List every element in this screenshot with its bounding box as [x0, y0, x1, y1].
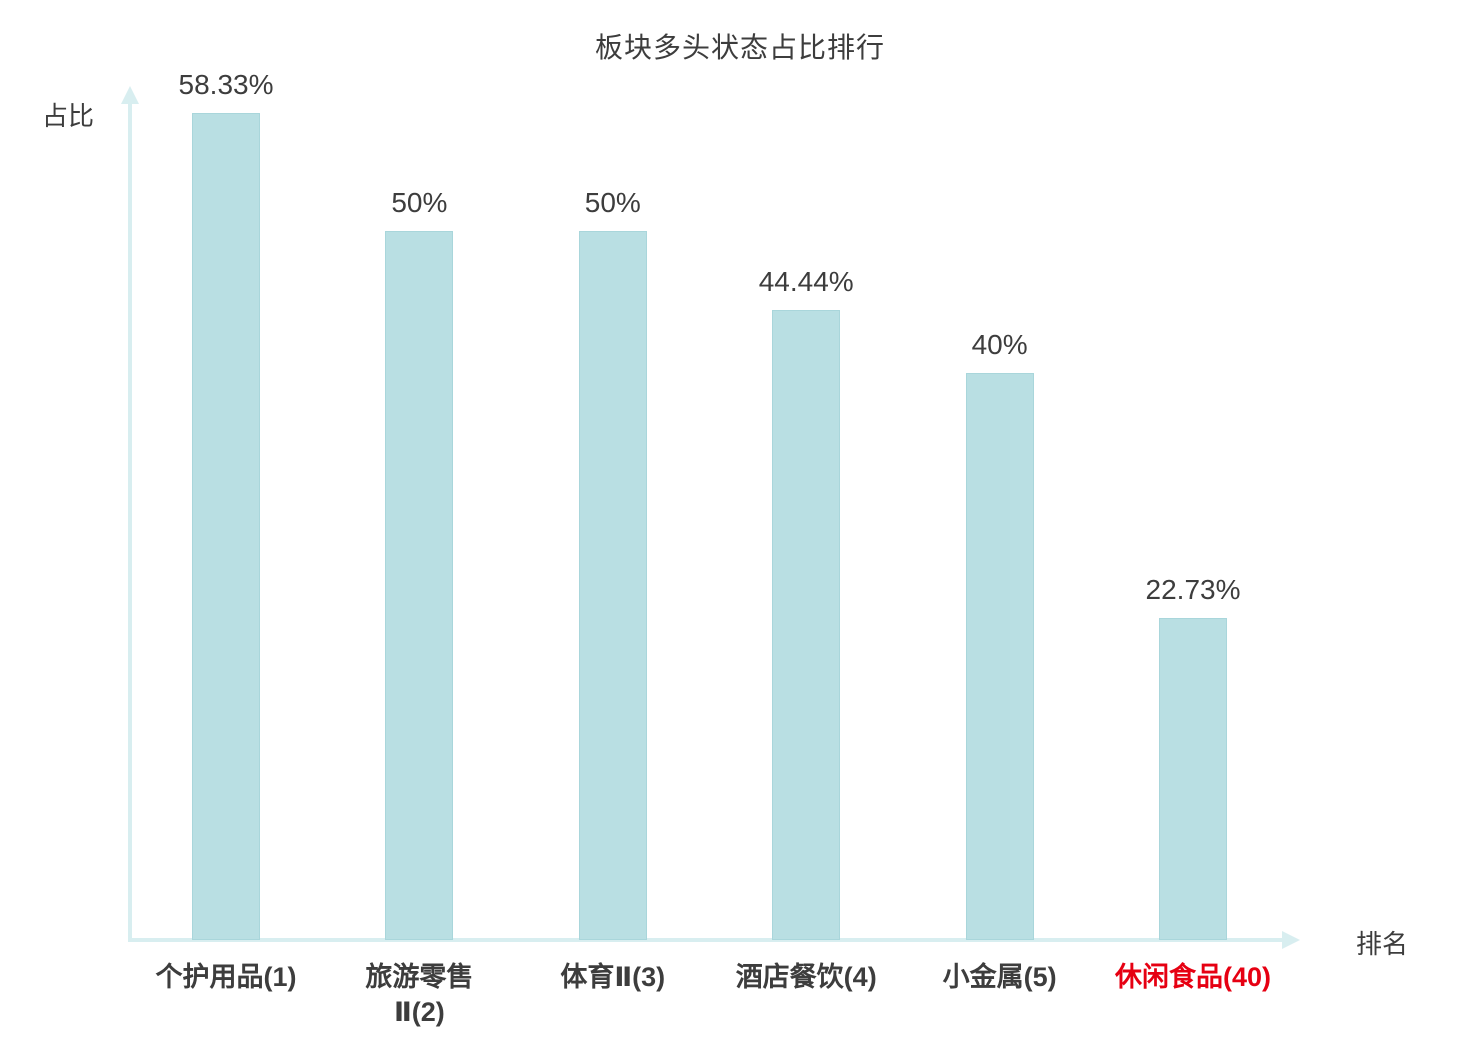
category-label-3: 酒店餐饮(4) — [735, 962, 877, 992]
value-label-2: 50% — [584, 187, 641, 219]
category-label-1: 旅游零售 Ⅱ(2) — [365, 962, 474, 1028]
bar-0 — [192, 113, 260, 940]
category-label-2: 体育Ⅱ(3) — [560, 962, 666, 992]
bar-5 — [1159, 617, 1227, 940]
x-axis-arrow-icon — [1282, 931, 1300, 949]
chart-title: 板块多头状态占比排行 — [594, 32, 885, 63]
category-label-4: 小金属(5) — [942, 962, 1057, 992]
bar-2 — [578, 231, 647, 940]
x-axis-label: 排名 — [1356, 929, 1409, 959]
value-label-4: 40% — [971, 328, 1028, 360]
value-label-0: 58.33% — [178, 69, 274, 100]
y-axis-arrow-icon — [121, 86, 139, 104]
value-label-1: 50% — [391, 187, 448, 219]
category-label-0: 个护用品(1) — [155, 962, 297, 992]
bar-1 — [385, 231, 454, 940]
bar-3 — [772, 309, 841, 940]
category-label-5: 休闲食品(40) — [1114, 962, 1271, 992]
y-axis-label: 占比 — [42, 101, 95, 131]
bar-4 — [965, 372, 1034, 940]
value-label-3: 44.44% — [758, 265, 854, 297]
value-label-5: 22.73% — [1145, 573, 1241, 605]
